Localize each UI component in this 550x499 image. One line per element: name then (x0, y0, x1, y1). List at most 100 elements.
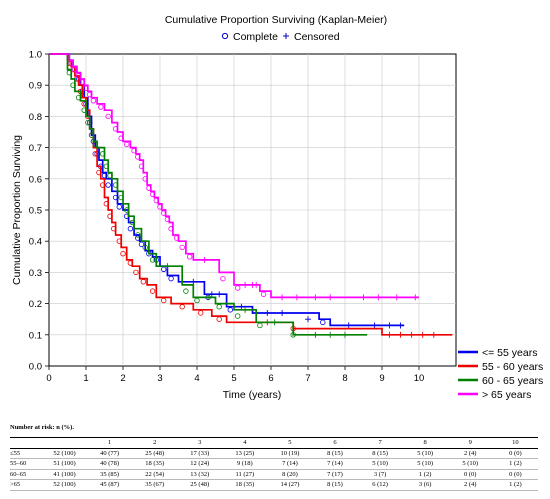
censored-point (419, 331, 426, 338)
complete-point (160, 210, 167, 216)
complete-point (70, 82, 76, 88)
censored-point (279, 309, 286, 316)
complete-point (149, 257, 156, 263)
table-cell: 1 (2) (418, 470, 432, 478)
chart-title: Cumulative Proportion Surviving (Kaplan-… (165, 14, 387, 26)
ticks: 0 1 2 3 4 5 6 7 8 9 10 0.0 0.1 0.2 0.3 0.4 0.5 0.6 0.7 0.8 0… (29, 50, 425, 385)
table-cell: 35 (67) (145, 481, 165, 488)
complete-point (105, 182, 111, 188)
censored-legend-label: Censored (294, 31, 340, 43)
complete-point (164, 216, 171, 223)
table-row: 55–60 51 (100) 40 (78) 18 (35) 12 (24) 9 (18)… (10, 459, 538, 469)
censored-point (312, 331, 319, 338)
censored-point (386, 322, 393, 329)
table-cell: 25 (48) (190, 481, 210, 488)
table-row: >65 52 (100) 45 (87) 35 (67) 25 (48) 18 (35) 1… (10, 480, 538, 490)
table-cell: 45 (87) (100, 481, 120, 488)
complete-point (173, 235, 180, 241)
censored-point (253, 281, 260, 288)
complete-point (107, 172, 113, 179)
table-cell: 2 (4) (464, 481, 477, 488)
censored-point (216, 291, 223, 298)
censored-point (386, 331, 393, 338)
complete-point (135, 232, 141, 238)
table-cell: 0 (0) (509, 470, 522, 478)
table-cell: 18 (35) (145, 460, 165, 467)
complete-point (96, 169, 102, 176)
complete-legend-label: Complete (233, 31, 278, 43)
y-tick-label: 0.4 (29, 237, 42, 248)
y-tick-label: 0.6 (29, 174, 42, 185)
y-tick-label: 0.5 (29, 206, 42, 217)
x-tick-label: 9 (379, 373, 384, 384)
complete-point (168, 226, 174, 232)
table-cell: 5 (10) (372, 460, 388, 467)
table-cell: 7 (14) (282, 460, 298, 467)
complete-point (68, 60, 74, 67)
complete-point (118, 194, 124, 201)
complete-point (320, 319, 326, 326)
censored-point (327, 331, 334, 338)
complete-point (127, 260, 134, 266)
complete-point (123, 207, 130, 213)
x-tick-label: 8 (342, 373, 347, 384)
table-cell: 55–60 (10, 460, 27, 467)
censored-point (312, 294, 319, 301)
table-cell: ≤55 (10, 449, 21, 457)
x-tick-label: 0 (46, 373, 51, 384)
complete-point (260, 291, 267, 297)
table-cell: 1 (2) (509, 481, 522, 488)
km-chart: Cumulative Proportion Surviving (Kaplan-… (11, 14, 543, 401)
censored-point (305, 316, 311, 323)
table-cell: >65 (10, 481, 21, 488)
complete-point (85, 119, 91, 126)
complete-point (66, 70, 73, 76)
table-cell: 8 (15) (327, 449, 343, 457)
complete-point (179, 244, 185, 251)
complete-point (290, 332, 296, 338)
complete-point (157, 204, 163, 210)
complete-point (116, 204, 122, 210)
complete-point (123, 141, 130, 148)
censored-point (164, 263, 171, 270)
table-row: 60–65 41 (100) 35 (85) 22 (54) 13 (32) 11 (27… (10, 469, 538, 480)
x-tick-label: 3 (157, 373, 162, 384)
complete-point (111, 226, 117, 232)
y-tick-label: 0.8 (29, 112, 42, 123)
risk-column-header: 1 (107, 439, 112, 446)
table-cell: 25 (48) (145, 449, 165, 457)
complete-point (146, 185, 152, 191)
censored-point (375, 294, 382, 301)
risk-column-header (10, 438, 42, 449)
risk-column-header: 7 (378, 439, 382, 446)
risk-table-header: 1 2 3 4 5 6 7 8 9 10 (10, 438, 538, 449)
censored-point (371, 322, 378, 329)
x-tick-label: 1 (83, 373, 88, 384)
table-cell: 41 (100) (53, 470, 76, 478)
complete-point (216, 304, 222, 310)
complete-point (103, 201, 110, 207)
y-tick-label: 0.3 (29, 268, 42, 279)
complete-point (129, 219, 135, 226)
censored-point (293, 294, 300, 301)
series-legend: <= 55 years 55 - 60 years 60 - 65 years > 6… (458, 347, 543, 401)
complete-point (79, 79, 85, 85)
grid (49, 54, 456, 366)
table-cell: 1 (2) (509, 460, 522, 467)
y-tick-label: 0.2 (29, 299, 42, 310)
table-cell: 7 (17) (327, 470, 343, 478)
censored-marker-icon (283, 33, 289, 39)
table-cell: 5 (10) (417, 460, 434, 467)
complete-point (186, 254, 193, 260)
table-cell: 17 (33) (190, 449, 210, 457)
complete-point (116, 238, 122, 244)
table-cell: 9 (18) (236, 460, 253, 467)
complete-point (135, 154, 141, 160)
censored-point (271, 319, 278, 326)
x-tick-label: 4 (194, 373, 199, 384)
risk-column-header: 6 (333, 439, 337, 446)
complete-point (194, 297, 200, 304)
complete-point (118, 135, 124, 141)
table-cell: 3 (6) (418, 481, 432, 488)
risk-column-header: 4 (243, 439, 247, 446)
